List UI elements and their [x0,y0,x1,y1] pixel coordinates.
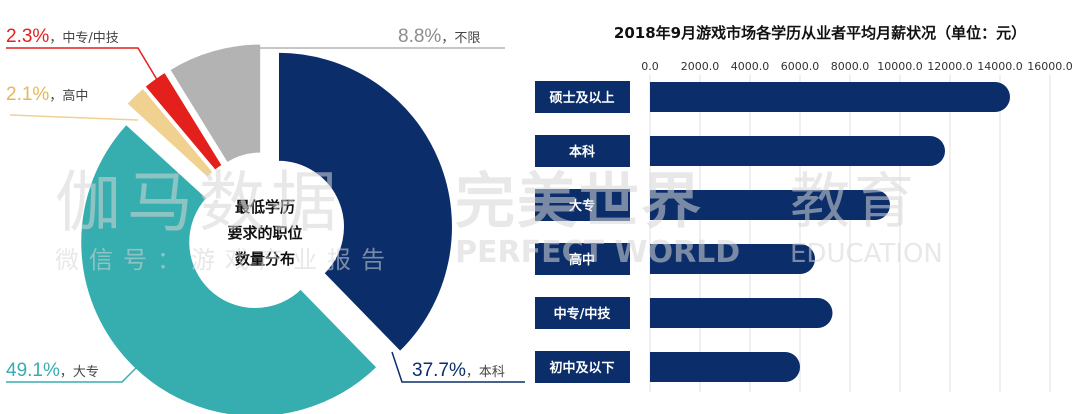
x-tick-label-1: 2000.0 [681,60,720,73]
category-label-5: 初中及以下 [549,360,614,376]
category-label-2: 大专 [569,198,595,214]
watermark-line-2: 微信号：游戏产业报告 [55,246,395,274]
donut-center-title: 最低学历 要求的职位 数量分布 [227,198,302,268]
x-tick-label-8: 16000.0 [1027,60,1073,73]
category-label-4: 中专/中技 [554,306,612,322]
donut-leader-line-3 [6,47,169,99]
bar-5 [650,352,800,382]
category-box-0 [535,81,630,113]
bar-2 [650,190,890,220]
x-tick-label-4: 8000.0 [831,60,870,73]
bar-chart-title: 2018年9月游戏市场各学历从业者平均月薪状况（单位：元） [614,24,1026,42]
bar-chart-x-ticks: 0.0 2000.0 4000.0 6000.0 8000.0 10000.0 12000.… [641,60,1073,73]
donut-label-4: 8.8%，不限 [398,26,480,47]
watermark-brand-en: PERFECT WORLD [455,235,740,270]
bar-3 [650,244,815,274]
donut-title-line-3: 数量分布 [235,250,295,268]
donut-leader-line-1 [6,351,153,383]
donut-slice-3 [143,70,225,173]
category-label-3: 高中 [569,252,595,268]
watermark-brand: 完美世界 [455,167,703,237]
donut-slice-0 [276,50,454,354]
category-box-2 [535,189,630,221]
bar-chart-bars [650,82,1010,382]
donut-leader-line-0 [391,351,525,383]
watermark-brand-en2: EDUCATION [790,239,943,269]
category-box-3 [535,243,630,275]
category-label-1: 本科 [569,144,595,160]
category-box-1 [535,135,630,167]
donut-label-1: 49.1%，大专 [6,360,99,381]
x-tick-label-5: 10000.0 [877,60,923,73]
x-tick-label-3: 6000.0 [781,60,820,73]
donut-label-0: 37.7%，本科 [412,360,505,381]
category-box-4 [535,297,630,329]
watermark-brand-cn2: 教育 [790,167,918,237]
category-label-0: 硕士及以上 [549,90,614,106]
x-tick-label-7: 14000.0 [977,60,1023,73]
bar-4 [650,298,833,328]
donut-slice-2 [124,86,215,180]
donut-title-line-1: 最低学历 [235,198,295,216]
category-box-5 [535,351,630,383]
watermark: 伽马数据 微信号：游戏产业报告 完美世界 PERFECT WORLD 教育 ED… [55,164,943,274]
donut-chart [79,42,454,414]
x-tick-label-2: 4000.0 [731,60,770,73]
donut-label-2: 2.1%，高中 [6,84,88,105]
donut-slice-1 [79,122,379,414]
donut-label-3: 2.3%，中专/中技 [6,26,119,47]
donut-leader-line-4 [231,47,505,87]
x-tick-label-0: 0.0 [641,60,659,73]
x-tick-label-6: 12000.0 [927,60,973,73]
donut-leader-line-2 [9,114,139,121]
bar-0 [650,82,1010,112]
watermark-line-1: 伽马数据 [55,164,343,241]
donut-title-line-2: 要求的职位 [227,224,302,242]
bar-1 [650,136,945,166]
donut-labels: 37.7%，本科 49.1%，大专 2.1%，高中 2.3%，中专/中技 8.8%，不限 [6,26,525,383]
bar-chart-grid [649,75,1051,392]
